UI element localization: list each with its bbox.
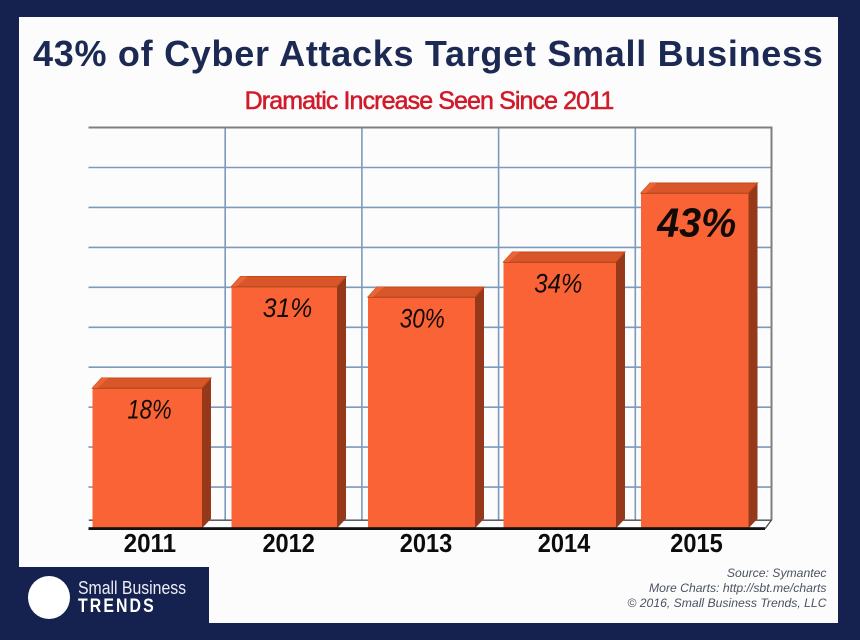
svg-text:2012: 2012 (262, 530, 315, 558)
svg-text:43%: 43% (656, 200, 736, 246)
svg-text:2013: 2013 (400, 530, 453, 558)
svg-text:34%: 34% (534, 269, 582, 299)
svg-text:2014: 2014 (538, 530, 591, 558)
svg-text:2011: 2011 (124, 530, 177, 558)
svg-text:31%: 31% (263, 293, 313, 323)
svg-text:2015: 2015 (670, 530, 723, 558)
svg-text:30%: 30% (400, 304, 445, 334)
svg-text:18%: 18% (127, 395, 171, 425)
